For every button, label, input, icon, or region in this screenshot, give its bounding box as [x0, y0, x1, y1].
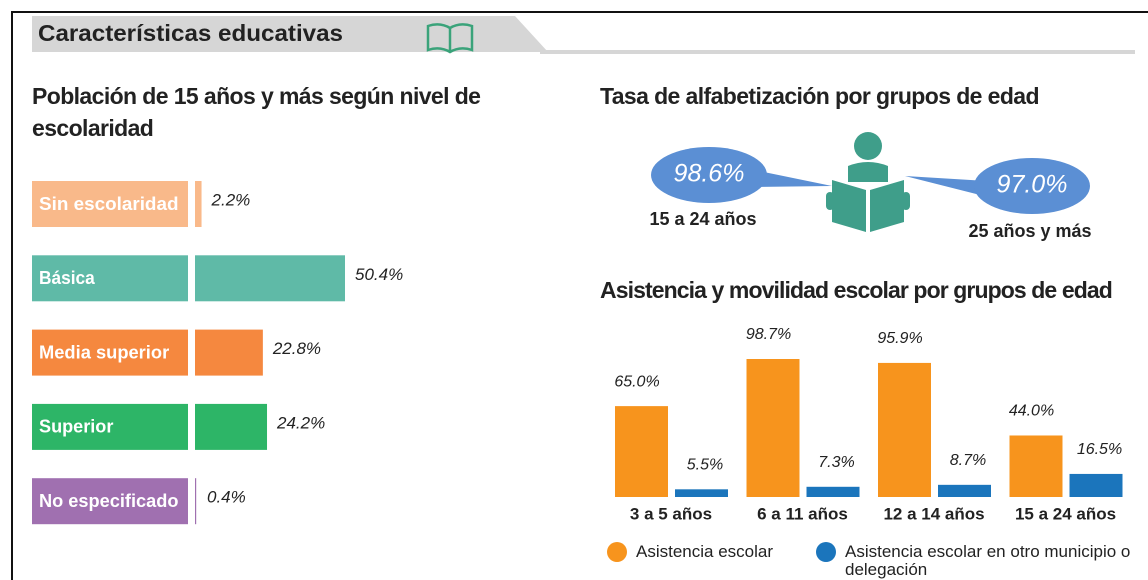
category-box: [32, 478, 188, 525]
bar: [878, 362, 931, 497]
legend-swatch: [816, 542, 836, 562]
value-label: 5.5%: [687, 457, 723, 474]
bar: [806, 486, 860, 497]
callout-pointer: [749, 170, 832, 187]
value-label: 24.2%: [276, 413, 325, 432]
value-label: 2.2%: [211, 190, 251, 209]
legend-label: Asistencia escolar: [636, 542, 774, 561]
chart-title: Tasa de alfabetización por grupos de eda…: [600, 83, 1040, 109]
x-tick-label: 3 a 5 años: [630, 504, 712, 523]
group-label: 15 a 24 años: [649, 209, 756, 229]
value-label: 65.0%: [614, 373, 659, 390]
category-label: Sin escolaridad: [39, 194, 179, 214]
bar: [615, 406, 668, 497]
value-label: 22.8%: [272, 339, 321, 358]
value-label: 97.0%: [997, 171, 1068, 199]
bar: [1009, 435, 1063, 497]
category-box: [32, 181, 188, 227]
bar: [1069, 473, 1123, 497]
bar: [195, 478, 197, 525]
category-label: Superior: [39, 417, 113, 437]
value-label: 16.5%: [1077, 441, 1122, 458]
x-tick-label: 6 a 11 años: [757, 504, 848, 523]
bar: [675, 489, 728, 497]
bar: [195, 181, 202, 227]
bar: [746, 359, 800, 497]
bar: [195, 329, 263, 376]
reader-icon: [826, 132, 910, 232]
x-tick-label: 15 a 24 años: [1015, 504, 1116, 523]
value-label: 98.6%: [674, 160, 745, 188]
value-label: 98.7%: [746, 326, 791, 343]
category-label: Básica: [39, 268, 96, 288]
chart-title: Asistencia y movilidad escolar por grupo…: [600, 277, 1113, 303]
frame: [11, 11, 1148, 580]
value-label: 50.4%: [355, 265, 403, 284]
bar: [938, 484, 991, 497]
book-icon: [426, 23, 474, 54]
value-label: 95.9%: [877, 330, 922, 347]
header-title: Características educativas: [38, 20, 343, 46]
bar: [195, 255, 345, 302]
header-band: [32, 16, 548, 52]
value-bubble: [974, 158, 1090, 214]
category-box: [32, 403, 188, 450]
value-label: 8.7%: [950, 452, 986, 469]
value-label: 44.0%: [1009, 403, 1054, 420]
category-label: Media superior: [39, 342, 169, 362]
bar: [195, 403, 268, 450]
group-label: 25 años y más: [968, 221, 1091, 241]
legend-label: Asistencia escolar en otro municipio o d…: [845, 542, 1131, 579]
category-label: No especificado: [39, 491, 179, 511]
category-box: [32, 329, 188, 376]
value-bubble: [651, 147, 767, 203]
category-box: [32, 255, 188, 302]
value-label: 7.3%: [818, 454, 854, 471]
legend-swatch: [607, 542, 627, 562]
chart-title: Población de 15 años y más según nivel d…: [32, 83, 481, 141]
callout-pointer: [905, 176, 992, 198]
x-tick-label: 12 a 14 años: [883, 504, 984, 523]
value-label: 0.4%: [207, 488, 246, 507]
